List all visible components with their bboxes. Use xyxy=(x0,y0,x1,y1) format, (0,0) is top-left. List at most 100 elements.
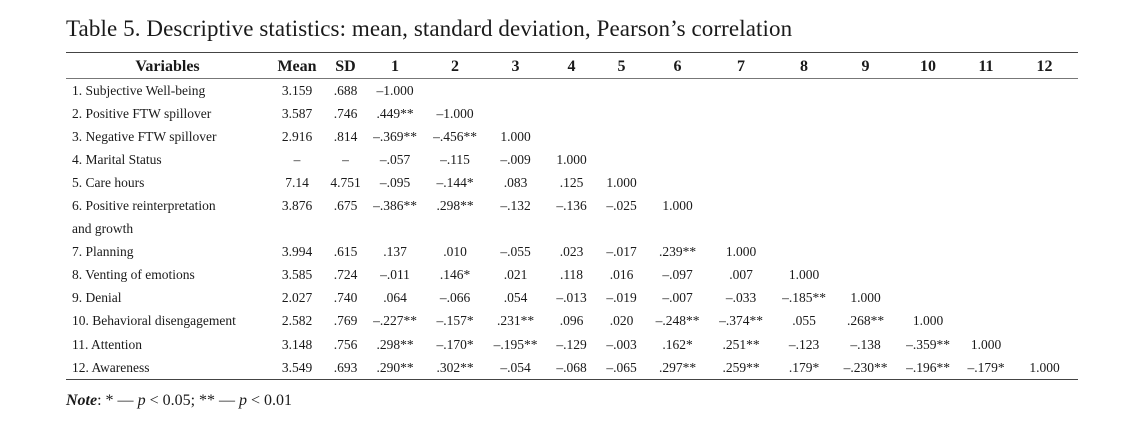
table-cell xyxy=(961,241,1011,264)
note-text-1: : * — xyxy=(97,392,138,409)
variable-label: 12. Awareness xyxy=(72,359,150,375)
variable-label: 4. Marital Status xyxy=(72,151,162,167)
table-cell xyxy=(1011,287,1078,310)
table-cell xyxy=(366,218,424,241)
header-sd: SD xyxy=(335,58,356,75)
table-cell: .814 xyxy=(333,128,358,144)
table-cell: –.009 xyxy=(500,151,531,167)
table-cell: –.230** xyxy=(843,359,888,375)
table-cell xyxy=(545,125,598,148)
note-text-2: < 0.05; ** — xyxy=(145,392,240,409)
table-cell: 1.000 xyxy=(1029,359,1060,375)
table-row: 7. Planning 3.994 .615 .137 .010 –.055 .023 –.0… xyxy=(66,241,1078,264)
table-cell: –1.000 xyxy=(436,105,474,121)
table-row: 11. Attention 3.148 .756 .298** –.170* –.195*… xyxy=(66,333,1078,356)
table-cell xyxy=(645,148,710,171)
table-cell: 3.148 xyxy=(281,336,313,352)
table-cell: –.097 xyxy=(662,267,693,283)
table-cell xyxy=(325,218,366,241)
table-row: and growth xyxy=(66,218,1078,241)
header-mean: Mean xyxy=(277,58,317,75)
table-cell: 3.876 xyxy=(281,198,313,214)
variable-label: 1. Subjective Well-being xyxy=(72,82,206,98)
table-cell: 7.14 xyxy=(285,174,309,190)
table-cell: .064 xyxy=(383,290,407,306)
table-cell: –.248** xyxy=(655,313,700,329)
table-cell xyxy=(961,310,1011,333)
table-cell: .268** xyxy=(846,313,885,329)
table-cell xyxy=(895,102,961,125)
table-cell: –.007 xyxy=(662,290,693,306)
table-cell xyxy=(1011,171,1078,194)
table-cell xyxy=(1011,125,1078,148)
table-cell: 3.587 xyxy=(281,105,313,121)
table-cell: .693 xyxy=(333,359,358,375)
note-label: Note xyxy=(66,392,98,409)
table-cell: –.386** xyxy=(373,198,417,214)
table-cell xyxy=(486,102,545,125)
table-cell: –.369** xyxy=(373,128,417,144)
table-cell xyxy=(1011,264,1078,287)
table-cell xyxy=(1011,102,1078,125)
table-cell: –.055 xyxy=(500,244,531,260)
table-cell xyxy=(598,79,645,102)
table-cell xyxy=(269,218,325,241)
table-cell: 1.000 xyxy=(662,198,693,214)
table-cell: 1.000 xyxy=(970,336,1002,352)
table-cell: –.033 xyxy=(725,290,757,306)
header-9: 9 xyxy=(861,58,870,75)
table-cell: –.057 xyxy=(379,151,411,167)
table-cell: – xyxy=(293,151,301,167)
header-7: 7 xyxy=(737,58,745,75)
table-cell: .615 xyxy=(333,244,358,260)
table-cell xyxy=(772,79,836,102)
table-cell: .259** xyxy=(722,359,760,375)
table-row: 10. Behavioral disengagement 2.582 .769 –.2… xyxy=(66,310,1078,333)
table-cell xyxy=(598,125,645,148)
table-cell: –.359** xyxy=(906,336,950,352)
note-text-3: < 0.01 xyxy=(247,392,293,409)
table-cell: 1.000 xyxy=(500,128,531,144)
table-cell xyxy=(645,125,710,148)
table-cell xyxy=(710,79,772,102)
variable-label: 10. Behavioral disengagement xyxy=(72,313,236,329)
table-cell: –.136 xyxy=(556,198,587,214)
table-cell: .298** xyxy=(436,198,474,214)
table-cell: .231** xyxy=(496,313,535,329)
table-cell: –.132 xyxy=(500,198,531,214)
variable-label: 11. Attention xyxy=(72,336,142,352)
table-cell: .016 xyxy=(609,267,634,283)
table-cell xyxy=(772,241,836,264)
table-cell: –.003 xyxy=(606,336,637,352)
table-cell xyxy=(961,218,1011,241)
variable-label: 7. Planning xyxy=(72,244,134,260)
header-variables: Variables xyxy=(135,58,200,75)
table-cell: .125 xyxy=(559,174,584,190)
table-cell: –.185** xyxy=(782,290,826,306)
table-caption: Table 5. Descriptive statistics: mean, s… xyxy=(66,16,793,41)
table-cell: .769 xyxy=(333,313,358,329)
table-cell xyxy=(1011,218,1078,241)
table-cell: –.115 xyxy=(440,151,470,167)
table-cell: .021 xyxy=(503,267,528,283)
table-row: 9. Denial 2.027 .740 .064 –.066 .054 –.013 –.01… xyxy=(66,287,1078,310)
table-cell xyxy=(710,194,772,217)
table-cell: 1.000 xyxy=(606,174,637,190)
table-cell: .118 xyxy=(559,267,584,283)
table-cell xyxy=(961,148,1011,171)
table-cell xyxy=(645,218,710,241)
table-row: 4. Marital Status – – –.057 –.115 –.009 1.000 xyxy=(66,148,1078,171)
table-cell: –.144* xyxy=(436,174,474,190)
table-cell xyxy=(836,218,895,241)
table-note: Note: * — p < 0.05; ** — p < 0.01 xyxy=(66,392,292,410)
table-cell xyxy=(645,102,710,125)
table-cell: .688 xyxy=(333,82,358,98)
table-cell: .054 xyxy=(503,290,528,306)
table-cell: .724 xyxy=(333,267,358,283)
table-cell: –.157* xyxy=(436,313,474,329)
variable-label: 6. Positive reinterpretation xyxy=(72,198,216,214)
table-cell: .756 xyxy=(333,336,358,352)
table-cell: –.068 xyxy=(556,359,587,375)
table-cell xyxy=(895,148,961,171)
table-cell: 1.000 xyxy=(725,244,757,260)
